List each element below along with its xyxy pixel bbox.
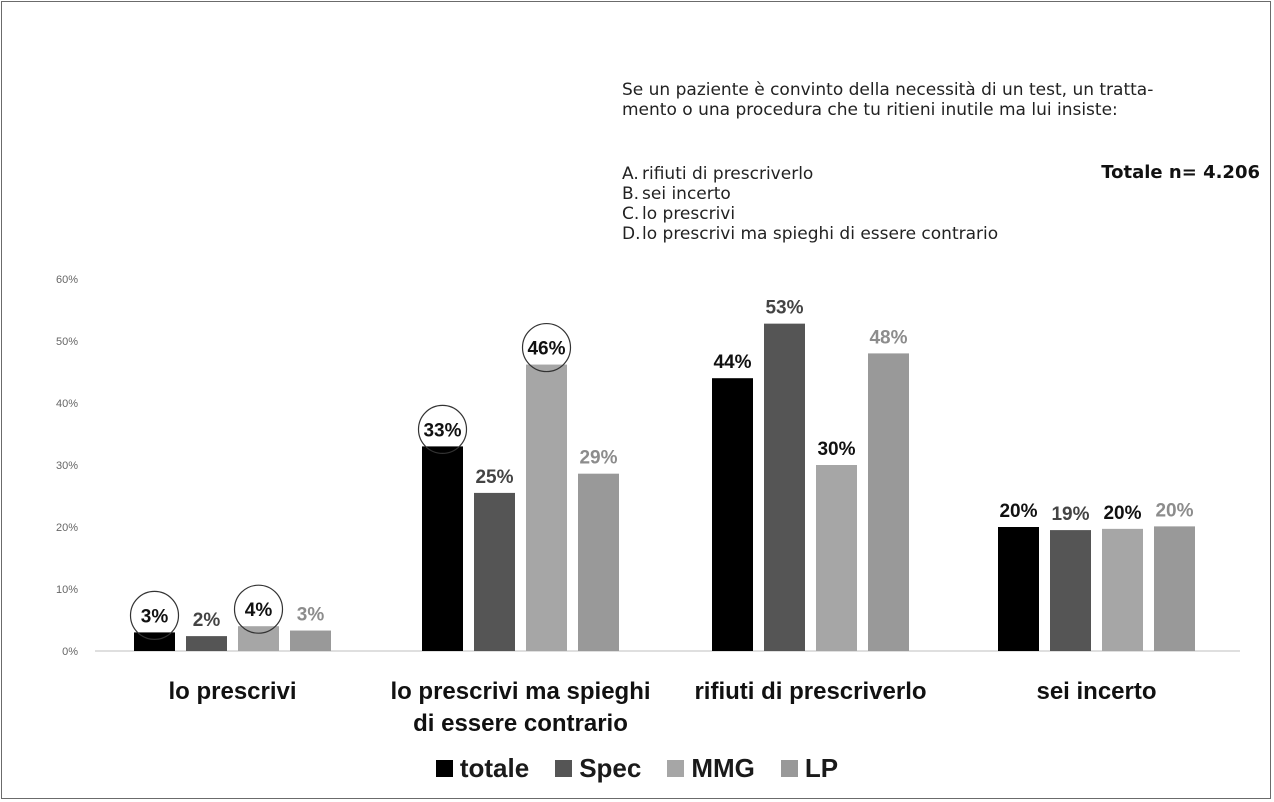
legend-item-mmg: MMG bbox=[667, 753, 755, 784]
question-line-1: Se un paziente è convinto della necessit… bbox=[622, 80, 1154, 100]
data-label: 53% bbox=[765, 298, 803, 319]
legend-item-totale: totale bbox=[435, 752, 530, 784]
bar-totale bbox=[998, 527, 1039, 651]
data-label: 30% bbox=[817, 439, 855, 460]
data-label: 20% bbox=[1155, 500, 1193, 521]
y-tick-label: 10% bbox=[56, 584, 78, 596]
bar-lp bbox=[290, 630, 331, 651]
category-label: rifiuti di prescriverlo bbox=[694, 678, 926, 705]
bar-mmg bbox=[238, 626, 279, 651]
y-tick-label: 20% bbox=[56, 522, 78, 534]
category-label: lo prescrivi bbox=[168, 678, 296, 705]
answer-options: A. rifiuti di prescriverlo B. sei incert… bbox=[622, 164, 1042, 244]
option-text: rifiuti di prescriverlo bbox=[642, 164, 814, 184]
highlight-circle bbox=[417, 404, 468, 454]
option-letter: C. bbox=[622, 204, 640, 224]
bar-spec bbox=[1050, 530, 1091, 651]
bar-spec bbox=[474, 492, 515, 651]
option-letter: A. bbox=[622, 164, 639, 184]
data-label: 25% bbox=[475, 467, 513, 488]
data-label: 20% bbox=[999, 501, 1037, 522]
option-text: lo prescrivi ma spieghi di essere contra… bbox=[642, 224, 999, 244]
legend-label: MMG bbox=[691, 752, 755, 783]
bar-lp bbox=[578, 473, 619, 651]
legend-item-spec: Spec bbox=[555, 753, 641, 784]
y-tick-label: 50% bbox=[56, 336, 78, 348]
category-label: di essere contrario bbox=[413, 710, 628, 737]
data-label: 29% bbox=[579, 448, 617, 469]
option-letter: D. bbox=[622, 224, 641, 244]
data-label: 19% bbox=[1051, 504, 1089, 525]
bar-mmg bbox=[1102, 528, 1143, 651]
y-tick-label: 60% bbox=[56, 274, 78, 286]
option-c: C. lo prescrivi bbox=[622, 204, 1042, 224]
legend-label: LP bbox=[804, 752, 839, 783]
legend-swatch bbox=[667, 759, 685, 777]
legend-swatch bbox=[435, 759, 453, 777]
bar-totale bbox=[422, 446, 463, 651]
y-tick-label: 40% bbox=[56, 398, 78, 410]
option-d: D. lo prescrivi ma spieghi di essere con… bbox=[622, 224, 1042, 244]
bar-mmg bbox=[526, 364, 567, 651]
legend-label: totale bbox=[459, 752, 530, 783]
option-text: lo prescrivi bbox=[642, 204, 736, 224]
legend-item-lp: LP bbox=[780, 752, 839, 784]
option-a: A. rifiuti di prescriverlo bbox=[622, 164, 1042, 184]
data-label: 46% bbox=[527, 339, 565, 360]
highlight-circle bbox=[129, 590, 180, 641]
data-label: 33% bbox=[423, 420, 461, 441]
question-text: Se un paziente è convinto della necessit… bbox=[622, 80, 1262, 120]
legend-label: Spec bbox=[579, 752, 642, 783]
data-label: 3% bbox=[297, 605, 325, 626]
bar-totale bbox=[712, 378, 753, 651]
category-label: lo prescrivi ma spieghi bbox=[390, 678, 650, 705]
bar-lp bbox=[868, 353, 909, 651]
y-tick-label: 30% bbox=[56, 460, 78, 472]
data-label: 3% bbox=[141, 606, 169, 627]
bar-lp bbox=[1154, 526, 1195, 651]
legend-swatch bbox=[780, 759, 798, 777]
option-letter: B. bbox=[622, 184, 640, 204]
data-label: 20% bbox=[1103, 503, 1141, 524]
data-label: 2% bbox=[193, 610, 221, 631]
option-b: B. sei incerto bbox=[622, 184, 1042, 204]
data-label: 48% bbox=[869, 327, 907, 348]
y-tick-label: 0% bbox=[62, 646, 78, 658]
total-count: Totale n= 4.206 bbox=[1101, 162, 1260, 183]
bar-spec bbox=[764, 323, 805, 651]
category-label: sei incerto bbox=[1036, 678, 1156, 705]
bar-spec bbox=[186, 636, 227, 651]
bar-mmg bbox=[816, 465, 857, 651]
data-label: 4% bbox=[245, 600, 273, 621]
chart-legend: totale Spec MMG LP bbox=[0, 752, 1274, 784]
option-text: sei incerto bbox=[642, 184, 731, 204]
question-line-2: mento o una procedura che tu ritieni inu… bbox=[622, 100, 1118, 120]
highlight-circle bbox=[521, 322, 572, 373]
highlight-circle bbox=[233, 584, 284, 634]
data-label: 44% bbox=[713, 352, 751, 373]
legend-swatch bbox=[555, 759, 573, 777]
